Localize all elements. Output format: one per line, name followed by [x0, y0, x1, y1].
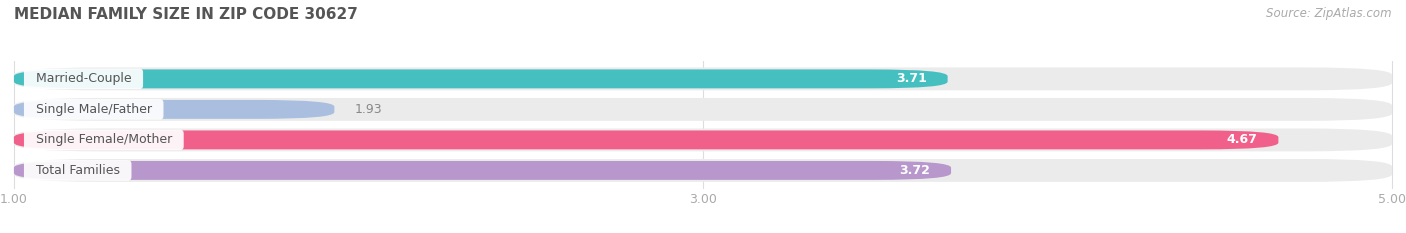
Text: Married-Couple: Married-Couple	[28, 72, 139, 85]
FancyBboxPatch shape	[14, 100, 335, 119]
Text: MEDIAN FAMILY SIZE IN ZIP CODE 30627: MEDIAN FAMILY SIZE IN ZIP CODE 30627	[14, 7, 359, 22]
FancyBboxPatch shape	[14, 128, 1392, 151]
Text: 4.67: 4.67	[1227, 134, 1258, 146]
Text: Source: ZipAtlas.com: Source: ZipAtlas.com	[1267, 7, 1392, 20]
FancyBboxPatch shape	[14, 161, 950, 180]
Text: Total Families: Total Families	[28, 164, 128, 177]
Text: Single Male/Father: Single Male/Father	[28, 103, 160, 116]
Text: Single Female/Mother: Single Female/Mother	[28, 134, 180, 146]
Text: 3.71: 3.71	[896, 72, 927, 85]
FancyBboxPatch shape	[14, 67, 1392, 90]
FancyBboxPatch shape	[14, 98, 1392, 121]
FancyBboxPatch shape	[14, 159, 1392, 182]
Text: 1.93: 1.93	[354, 103, 382, 116]
FancyBboxPatch shape	[14, 69, 948, 88]
FancyBboxPatch shape	[14, 130, 1278, 149]
Text: 3.72: 3.72	[900, 164, 931, 177]
